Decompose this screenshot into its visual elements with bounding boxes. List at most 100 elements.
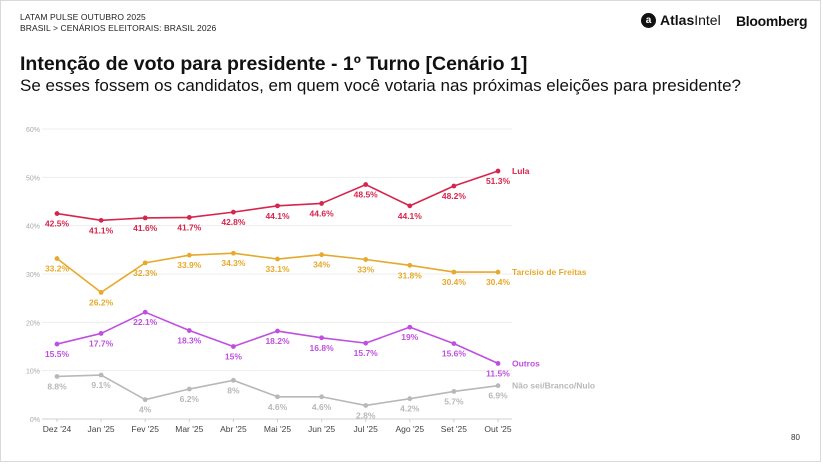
data-point xyxy=(451,389,457,394)
data-label: 4.6% xyxy=(312,402,332,412)
atlasintel-logo-icon: a xyxy=(641,12,656,28)
data-label: 15.7% xyxy=(354,348,379,358)
data-label: 16.8% xyxy=(310,343,335,353)
series-layer xyxy=(54,168,501,408)
x-tick-label: Jan '25 xyxy=(88,424,115,434)
data-point xyxy=(363,182,369,187)
page-number: 80 xyxy=(791,433,800,442)
x-tick-label: Fev '25 xyxy=(131,424,159,434)
data-label: 33% xyxy=(357,265,374,275)
data-point xyxy=(363,257,369,262)
x-tick-label: Mai '25 xyxy=(264,424,291,434)
data-point xyxy=(186,328,192,333)
data-label: 48.5% xyxy=(354,190,379,200)
y-tick-label: 40% xyxy=(26,224,40,231)
data-point xyxy=(54,374,60,379)
data-point xyxy=(54,341,60,347)
data-point xyxy=(495,383,501,389)
data-label: 18.3% xyxy=(177,336,202,346)
data-point xyxy=(231,377,236,383)
x-tick-label: Out '25 xyxy=(484,424,511,434)
data-point xyxy=(495,269,501,275)
data-label: 30.4% xyxy=(486,277,511,287)
y-tick-label: 30% xyxy=(26,272,40,279)
data-point xyxy=(495,168,501,174)
data-label: 15.6% xyxy=(442,349,467,359)
data-label: 33.2% xyxy=(45,264,70,274)
data-label: 19% xyxy=(401,332,418,342)
atlasintel-logo-text-1: Atlas xyxy=(660,12,695,28)
data-label: 34% xyxy=(313,260,330,270)
data-label: 33.1% xyxy=(265,264,290,274)
data-point xyxy=(451,269,457,275)
data-point xyxy=(54,256,60,261)
data-label: 2.8% xyxy=(356,410,376,420)
data-point xyxy=(407,324,413,330)
data-label: 41.1% xyxy=(89,225,114,235)
x-tick-label: Ago '25 xyxy=(396,424,425,434)
data-label: 15% xyxy=(225,352,242,362)
chart-subtitle: Se esses fossem os candidatos, em quem v… xyxy=(20,76,741,95)
data-point xyxy=(363,403,369,408)
x-tick-label: Mar '25 xyxy=(175,424,203,434)
data-label: 30.4% xyxy=(442,277,467,287)
data-label: 6.9% xyxy=(488,391,508,401)
data-point xyxy=(186,252,192,258)
data-label: 41.6% xyxy=(133,223,158,233)
data-label: 15.5% xyxy=(45,349,70,359)
data-point xyxy=(407,203,413,209)
data-label: 44.6% xyxy=(310,208,335,218)
data-point xyxy=(319,335,324,341)
data-label: 4% xyxy=(139,405,152,415)
series-name-label: Tarcísio de Freitas xyxy=(512,267,587,277)
grid-layer: 0% 10% 20% 30% 40% 50% 60% Dez '24 Jan '25 Fev '2… xyxy=(26,127,512,434)
kicker-line-2: BRASIL > CENÁRIOS ELEITORAIS: BRASIL 202… xyxy=(20,22,217,33)
data-point xyxy=(54,211,60,216)
data-point xyxy=(319,394,324,400)
data-point xyxy=(142,309,148,315)
data-point xyxy=(495,361,501,366)
data-label: 51.3% xyxy=(486,176,511,186)
data-point xyxy=(363,340,369,346)
x-tick-label: Jul '25 xyxy=(354,424,379,434)
x-tick-label: Jun '25 xyxy=(308,424,335,434)
data-label: 17.7% xyxy=(89,338,114,348)
data-label: 18.2% xyxy=(265,336,290,346)
data-point xyxy=(275,256,280,262)
data-label: 34.3% xyxy=(221,258,246,268)
data-label: 32.3% xyxy=(133,268,158,278)
data-point xyxy=(186,386,192,392)
data-label: 9.1% xyxy=(91,380,111,390)
atlasintel-logo-text-2: Intel xyxy=(694,12,721,28)
series-name-label: Não sei/Branco/Nulo xyxy=(512,381,595,391)
data-point xyxy=(407,262,413,268)
x-tick-label: Abr '25 xyxy=(220,424,247,434)
bloomberg-logo: Bloomberg xyxy=(736,13,808,29)
data-point xyxy=(186,215,192,220)
data-point xyxy=(275,394,280,400)
kicker-line-1: LATAM PULSE OUTUBRO 2025 xyxy=(20,12,146,22)
data-label: 33.9% xyxy=(177,260,202,270)
data-point xyxy=(275,203,280,209)
data-label: 26.2% xyxy=(89,297,114,307)
y-tick-label: 50% xyxy=(26,175,40,182)
y-tick-label: 60% xyxy=(26,127,40,134)
data-point xyxy=(451,183,457,189)
data-point xyxy=(98,372,104,378)
data-point xyxy=(142,260,148,266)
data-point xyxy=(98,331,104,336)
y-tick-label: 0% xyxy=(30,417,40,424)
data-point xyxy=(231,344,236,349)
data-point xyxy=(231,250,236,256)
data-label: 44.1% xyxy=(265,211,290,221)
data-label: 22.1% xyxy=(133,317,158,327)
x-tick-label: Dez '24 xyxy=(43,424,72,434)
data-point xyxy=(319,252,324,258)
report-kicker: LATAM PULSE OUTUBRO 2025 BRASIL > CENÁRI… xyxy=(20,12,216,33)
chart-title: Intenção de voto para presidente - 1º Tu… xyxy=(20,53,528,75)
series-name-label: Lula xyxy=(512,166,530,176)
series-n-o-sei-branco-nulo xyxy=(54,372,501,408)
data-point xyxy=(407,396,413,402)
series-lula xyxy=(54,168,501,223)
